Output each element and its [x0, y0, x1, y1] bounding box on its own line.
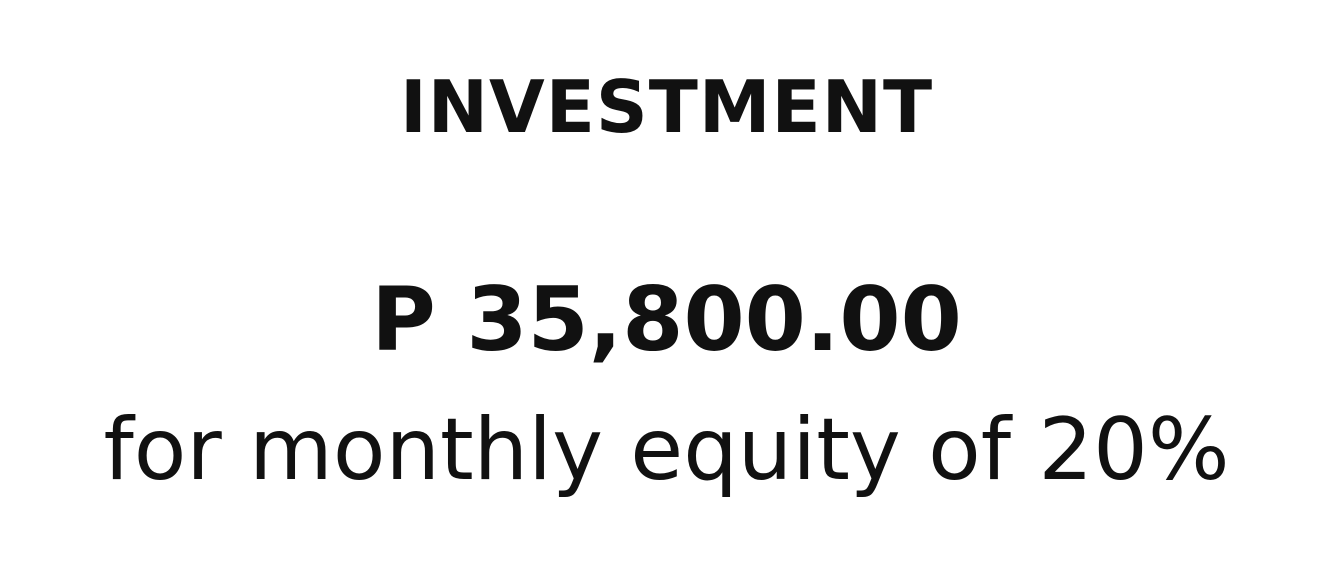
- investment-heading: INVESTMENT: [399, 65, 934, 149]
- equity-description: for monthly equity of 20%: [103, 400, 1230, 500]
- investment-amount: P 35,800.00: [371, 268, 962, 371]
